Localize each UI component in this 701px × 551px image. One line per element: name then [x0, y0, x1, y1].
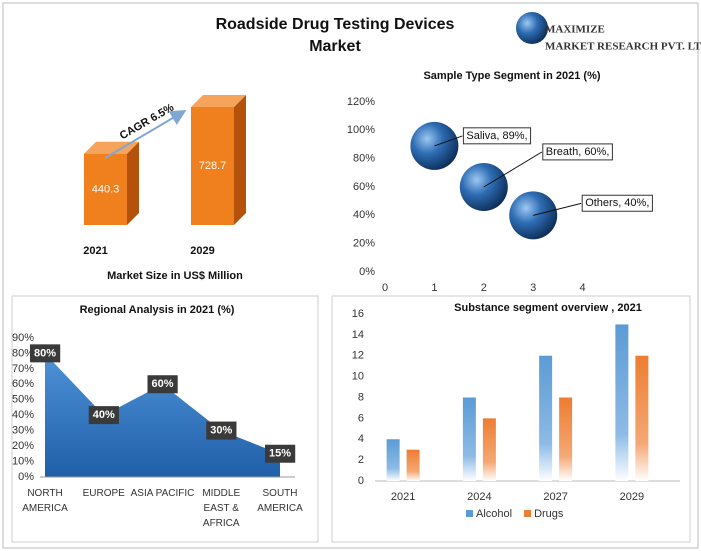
label-box	[88, 406, 119, 425]
y-tick-label: 10	[352, 371, 364, 383]
x-tick-label: 3	[530, 282, 536, 294]
x-tick-label: 2027	[543, 491, 567, 503]
y-tick-label: 20%	[353, 238, 375, 250]
label-box	[542, 143, 613, 161]
legend-label: Alcohol	[476, 508, 512, 520]
area	[45, 353, 280, 477]
bar	[539, 355, 553, 481]
y-tick-label: 0%	[359, 266, 375, 278]
x-tick-label: 2029	[620, 491, 644, 503]
x-tick-label: 4	[580, 282, 586, 294]
y-tick-label: 30%	[12, 425, 34, 437]
data-label: 15%	[269, 448, 291, 460]
y-tick-label: 40%	[12, 409, 34, 421]
bar	[635, 355, 649, 481]
x-tick-label: SOUTH AMERICA	[257, 488, 303, 514]
panel	[11, 295, 319, 543]
y-tick-label: 0%	[18, 471, 34, 483]
legend-label: Drugs	[534, 508, 564, 520]
y-tick-label: 10%	[12, 455, 34, 467]
label-box	[581, 194, 653, 212]
y-tick-label: 80%	[12, 347, 34, 359]
bar	[191, 107, 234, 225]
y-tick-label: 120%	[347, 96, 375, 108]
value-label: 440.3	[92, 183, 120, 195]
bar	[406, 449, 420, 481]
leader-line	[533, 202, 582, 216]
x-tick-label: MIDDLE EAST & AFRICA	[202, 488, 241, 529]
y-tick-label: 12	[352, 350, 364, 362]
chart-title: Sample Type Segment in 2021 (%)	[423, 70, 600, 82]
x-tick-label: NORTH AMERICA	[22, 488, 68, 514]
y-tick-label: 6	[358, 412, 364, 424]
data-label: Breath, 60%,	[546, 146, 610, 158]
y-tick-label: 60%	[12, 378, 34, 390]
data-label: 80%	[34, 347, 56, 359]
label-box	[264, 444, 296, 463]
y-tick-label: 100%	[347, 124, 375, 136]
x-axis-label: Market Size in US$ Million	[107, 270, 243, 282]
y-tick-label: 70%	[12, 363, 34, 375]
y-tick-label: 8	[358, 391, 364, 403]
y-tick-label: 16	[352, 308, 364, 320]
x-tick-label: 2021	[83, 245, 107, 257]
y-tick-label: 4	[358, 433, 364, 445]
logo-name: MAXIMIZE	[545, 24, 605, 36]
bar	[84, 153, 127, 225]
y-tick-label: 50%	[12, 394, 34, 406]
leader-line	[434, 135, 463, 147]
logo-globe	[516, 12, 548, 44]
bar-top	[191, 95, 246, 107]
leader-line	[483, 151, 543, 188]
label-box	[29, 344, 61, 363]
bar-side	[127, 141, 139, 225]
y-tick-label: 40%	[353, 209, 375, 221]
x-tick-label: 2024	[467, 491, 491, 503]
x-tick-label: EUROPE	[82, 488, 125, 499]
y-tick-label: 0	[358, 475, 364, 487]
x-tick-label: 2	[481, 282, 487, 294]
x-tick-label: ASIA PACIFIC	[130, 488, 195, 499]
label-box	[462, 127, 532, 145]
data-label: Others, 40%,	[585, 197, 649, 209]
label-box	[206, 421, 237, 440]
y-tick-label: 90%	[12, 332, 34, 344]
y-tick-label: 60%	[353, 181, 375, 193]
x-tick-label: 2021	[391, 491, 415, 503]
logo-sub: MARKET RESEARCH PVT. LTD.	[545, 41, 701, 53]
legend-swatch	[524, 510, 532, 517]
legend-swatch	[466, 510, 473, 517]
bar-side	[234, 95, 246, 225]
data-label: 30%	[210, 425, 232, 437]
x-tick-label: 0	[382, 282, 388, 294]
bar-top	[84, 141, 139, 154]
bar	[559, 397, 573, 481]
y-tick-label: 14	[352, 329, 364, 341]
y-tick-label: 2	[358, 454, 364, 466]
bar	[482, 418, 496, 481]
data-label: Saliva, 89%,	[466, 130, 527, 142]
bar	[462, 397, 476, 481]
x-tick-label: 1	[431, 282, 437, 294]
data-label: 40%	[93, 409, 115, 421]
value-label: 728.7	[199, 160, 227, 172]
chart-title: Substance segment overview , 2021	[454, 302, 642, 314]
chart-title: Regional Analysis in 2021 (%)	[80, 304, 235, 316]
page-title: Roadside Drug Testing Devices Market	[215, 16, 455, 55]
panel	[331, 295, 691, 543]
label-box	[147, 375, 178, 394]
y-tick-label: 80%	[353, 153, 375, 165]
data-label: 60%	[151, 378, 173, 390]
bar	[615, 324, 629, 481]
bar	[386, 439, 400, 481]
cagr-arrow	[104, 109, 187, 159]
x-tick-label: 2029	[190, 245, 214, 257]
y-tick-label: 20%	[12, 440, 34, 452]
